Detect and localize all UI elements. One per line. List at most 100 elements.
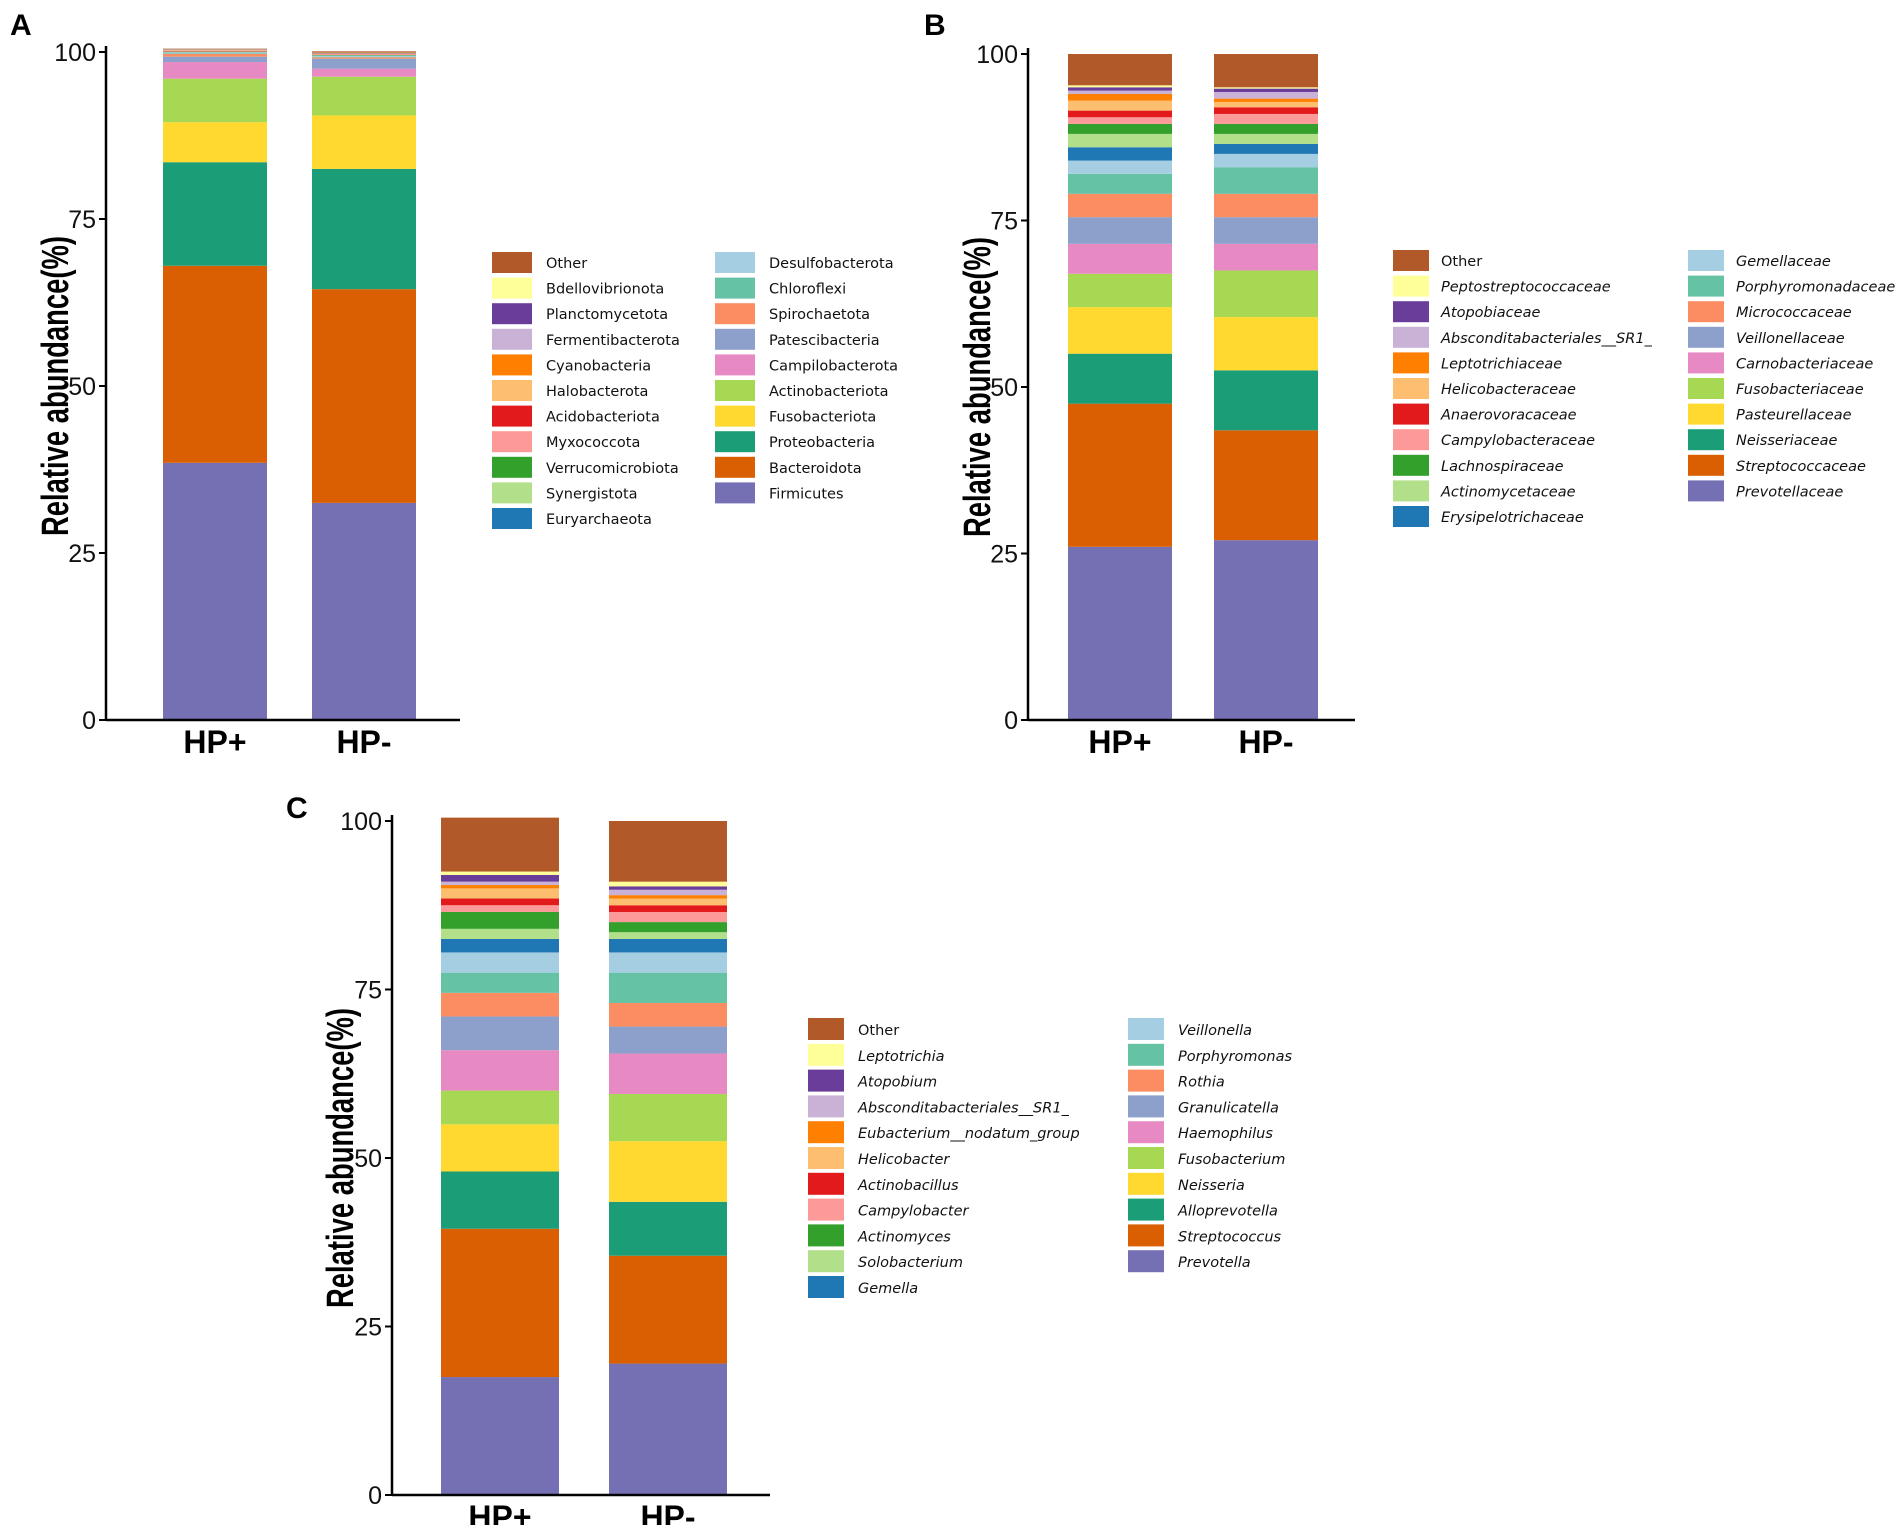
panel-b-bar-hp-neg-peptostreptococcaceae — [1214, 87, 1318, 89]
panel-c-ytick-100: 100 — [340, 808, 382, 836]
panel-c-bar-hp-pos-helicobacter — [441, 888, 559, 899]
panel-a-legend-label-fermentibacterota: Fermentibacterota — [546, 333, 680, 349]
panel-b-legend-label-pasteurellaceae: Pasteurellaceae — [1736, 408, 1852, 424]
panel-b-xtick-hp-neg: HP- — [1238, 724, 1293, 760]
panel-b-legend-swatch-leptotrichiaceae — [1393, 352, 1429, 374]
panel-c-legend-swatch-campylobacter — [808, 1198, 844, 1221]
panel-b-legend-swatch-gemellaceae — [1688, 250, 1724, 271]
panel-c-bar-hp-neg-gemella — [609, 938, 727, 953]
panel-b-legend-label-porphyromonadaceae: Porphyromonadaceae — [1736, 280, 1895, 296]
panel-b-legend-swatch-prevotellaceae — [1688, 480, 1724, 502]
panel-c-legend-label-veillonella: Veillonella — [1178, 1023, 1252, 1039]
panel-c-bar-hp-neg-campylobacter — [609, 911, 727, 923]
panel-c-legend-label-gemella: Gemella — [858, 1281, 918, 1297]
panel-c-bar-hp-neg-neisseria — [609, 1141, 727, 1202]
panel-c-legend-label-rothia: Rothia — [1178, 1075, 1225, 1091]
panel-a-legend-swatch-firmicutes — [715, 482, 755, 504]
panel-b-bar-hp-neg-neisseriaceae — [1214, 370, 1318, 431]
panel-b-bar-hp-pos-lachnospiraceae — [1068, 123, 1172, 134]
panel-c-legend-swatch-absconditabacteriales-sr1- — [808, 1095, 844, 1118]
panel-a-legend-swatch-fermentibacterota — [492, 328, 532, 350]
panel-c-legend-label-solobacterium: Solobacterium — [858, 1255, 963, 1271]
panel-a-legend-label-bdellovibrionota: Bdellovibrionota — [546, 282, 664, 298]
panel-a-legend-label-bacteroidota: Bacteroidota — [769, 461, 862, 477]
panel-c-legend-label-other: Other — [858, 1023, 899, 1039]
panel-b-ytick-100: 100 — [976, 41, 1018, 69]
panel-b-legend-label-fusobacteriaceae: Fusobacteriaceae — [1736, 382, 1864, 398]
panel-c-legend-label-haemophilus: Haemophilus — [1178, 1126, 1273, 1142]
panel-a-legend-label-cyanobacteria: Cyanobacteria — [546, 358, 651, 374]
panel-c-legend-label-eubacterium-nodatum-group: Eubacterium__nodatum_group — [858, 1126, 1080, 1142]
panel-b-bar-hp-pos-peptostreptococcaceae — [1068, 85, 1172, 88]
panel-c-ylabel: Relative abundance(%) — [320, 1008, 362, 1308]
panel-c-legend-swatch-actinobacillus — [808, 1172, 844, 1195]
panel-a-legend-swatch-proteobacteria — [715, 431, 755, 453]
panel-c-legend-swatch-rothia — [1128, 1069, 1164, 1092]
panel-a-bar-hp-neg-actinobacteriota — [312, 76, 416, 116]
panel-a-legend-label-euryarchaeota: Euryarchaeota — [546, 512, 652, 528]
panel-a-bar-hp-neg-chloroflexi — [312, 56, 416, 58]
panel-a-legend-label-proteobacteria: Proteobacteria — [769, 435, 875, 451]
panel-b-bar-hp-pos-atopobiaceae — [1068, 87, 1172, 91]
panel-a-legend-label-chloroflexi: Chloroflexi — [769, 282, 846, 298]
panel-b-bar-hp-neg-streptococcaceae — [1214, 430, 1318, 541]
panel-c-legend-swatch-leptotrichia — [808, 1043, 844, 1066]
panel-b-bar-hp-neg-erysipelotrichaceae — [1214, 143, 1318, 154]
panel-b-legend-swatch-carnobacteriaceae — [1688, 352, 1724, 374]
panel-c-legend-label-granulicatella: Granulicatella — [1178, 1100, 1279, 1116]
panel-a-legend-swatch-chloroflexi — [715, 277, 755, 299]
panel-a-legend-label-patescibacteria: Patescibacteria — [769, 333, 880, 349]
panel-c-bar-hp-neg-other — [609, 821, 727, 882]
panel-c-bar-hp-neg-actinomyces — [609, 922, 727, 933]
panel-c-bar-hp-neg-eubacterium-nodatum-group — [609, 895, 727, 899]
panel-c-legend-swatch-granulicatella — [1128, 1095, 1164, 1118]
panel-a-legend-swatch-spirochaetota — [715, 303, 755, 325]
panel-c-bar-hp-pos-porphyromonas — [441, 972, 559, 993]
panel-b-bar-hp-pos-leptotrichiaceae — [1068, 93, 1172, 101]
panel-b-bar-hp-neg-carnobacteriaceae — [1214, 243, 1318, 271]
panel-a-bar-hp-pos-campilobacterota — [163, 62, 267, 79]
panel-c-ytick-0: 0 — [368, 1482, 382, 1510]
panel-b-legend-label-neisseriaceae: Neisseriaceae — [1736, 433, 1837, 449]
panel-b-ytick-75: 75 — [990, 208, 1018, 236]
panel-c-xtick-hp-neg: HP- — [640, 1499, 695, 1525]
panel-c-bar-hp-neg-prevotella — [609, 1363, 727, 1495]
panel-c-bar-hp-neg-fusobacterium — [609, 1093, 727, 1142]
panel-b-legend-label-carnobacteriaceae: Carnobacteriaceae — [1736, 356, 1873, 372]
panel-a-legend-swatch-synergistota — [492, 482, 532, 504]
panel-b-legend-swatch-neisseriaceae — [1688, 429, 1724, 451]
panel-a-bar-hp-pos-desulfobacterota — [163, 52, 267, 54]
panel-b-bar-hp-neg-absconditabacteriales-sr1- — [1214, 91, 1318, 99]
panel-b-legend-label-leptotrichiaceae: Leptotrichiaceae — [1441, 356, 1562, 372]
panel-b-bar-hp-pos-streptococcaceae — [1068, 403, 1172, 547]
panel-a-bar-hp-neg-proteobacteria — [312, 168, 416, 290]
panel-a-bar-hp-neg-bacteroidota — [312, 289, 416, 503]
panel-a-legend-label-firmicutes: Firmicutes — [769, 486, 844, 502]
panel-a-legend-label-actinobacteriota: Actinobacteriota — [769, 384, 889, 400]
panel-b-legend-label-micrococcaceae: Micrococcaceae — [1736, 305, 1852, 321]
panel-c-legend-swatch-neisseria — [1128, 1172, 1164, 1195]
panel-a-legend-label-myxococcota: Myxococcota — [546, 435, 640, 451]
panel-a-bar-hp-pos-chloroflexi — [163, 53, 267, 55]
panel-b-bar-hp-neg-porphyromonadaceae — [1214, 167, 1318, 194]
panel-b-legend-swatch-veillonellaceae — [1688, 326, 1724, 348]
panel-a-legend-label-acidobacteriota: Acidobacteriota — [546, 410, 660, 426]
panel-a-legend-swatch-actinobacteriota — [715, 380, 755, 401]
panel-a-legend-swatch-acidobacteriota — [492, 405, 532, 427]
panel-a-legend-label-spirochaetota: Spirochaetota — [769, 307, 870, 323]
panel-c-legend-label-fusobacterium: Fusobacterium — [1178, 1152, 1285, 1168]
panel-a-bar-hp-neg-other — [312, 51, 416, 53]
panel-c-legend-swatch-porphyromonas — [1128, 1043, 1164, 1066]
panel-b-bar-hp-neg-actinomycetaceae — [1214, 133, 1318, 144]
panel-a-legend-swatch-bacteroidota — [715, 456, 755, 478]
panel-b-legend-label-atopobiaceae: Atopobiaceae — [1440, 305, 1540, 321]
panel-b-bar-hp-neg-gemellaceae — [1214, 153, 1318, 168]
panel-b-bar-hp-neg-veillonellaceae — [1214, 217, 1318, 244]
panel-c-bar-hp-pos-alloprevotella — [441, 1171, 559, 1229]
panel-c-legend-swatch-fusobacterium — [1128, 1147, 1164, 1169]
panel-c-legend-label-leptotrichia: Leptotrichia — [858, 1049, 945, 1065]
panel-c-bar-hp-neg-absconditabacteriales-sr1- — [609, 889, 727, 896]
panel-c-bar-hp-pos-actinomyces — [441, 911, 559, 929]
panel-a-legend-label-synergistota: Synergistota — [546, 486, 638, 502]
